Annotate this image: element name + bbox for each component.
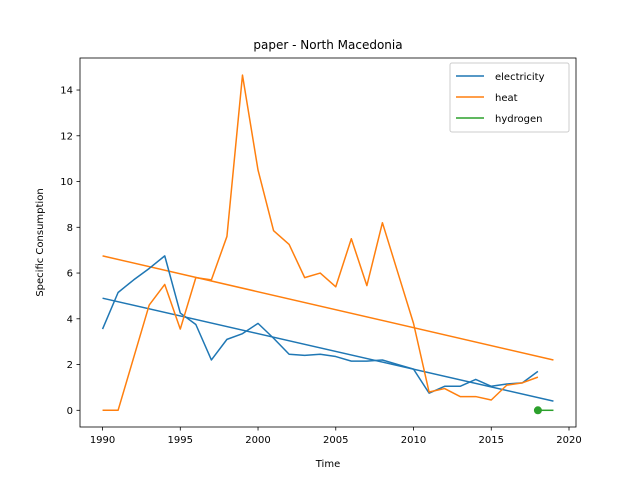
series-line-heat bbox=[102, 74, 539, 412]
x-tick-label: 2015 bbox=[479, 435, 504, 446]
x-axis-label: Time bbox=[315, 459, 340, 470]
plot-area bbox=[101, 74, 554, 415]
series-point-hydrogen bbox=[533, 406, 542, 415]
y-tick-label: 0 bbox=[67, 406, 73, 417]
x-tick-label: 2005 bbox=[323, 435, 348, 446]
x-tick-label: 1995 bbox=[168, 435, 193, 446]
y-tick-label: 10 bbox=[60, 177, 73, 188]
axis-ticks: 1990 1995 2000 2005 2010 2015 2020 0 2 4 6 8 10 12 14 bbox=[60, 86, 581, 446]
x-tick-label: 2000 bbox=[245, 435, 270, 446]
trendline-heat bbox=[102, 255, 554, 361]
y-tick-label: 2 bbox=[67, 360, 73, 371]
y-tick-label: 4 bbox=[67, 314, 73, 325]
y-tick-label: 12 bbox=[60, 131, 73, 142]
chart-title: paper - North Macedonia bbox=[253, 38, 402, 52]
x-tick-label: 2020 bbox=[556, 435, 581, 446]
x-tick-label: 2010 bbox=[401, 435, 426, 446]
legend-box bbox=[449, 62, 570, 133]
y-tick-label: 8 bbox=[67, 223, 73, 234]
axes-frame bbox=[79, 57, 577, 428]
x-tick-label: 1990 bbox=[90, 435, 115, 446]
trendline-electricity bbox=[102, 297, 554, 402]
legend-label-hydrogen: hydrogen bbox=[495, 114, 542, 125]
y-axis-label: Specific Consumption bbox=[35, 188, 46, 296]
y-tick-label: 14 bbox=[60, 86, 73, 97]
legend-label-electricity: electricity bbox=[495, 72, 545, 83]
legend-label-heat: heat bbox=[495, 93, 518, 104]
y-tick-label: 6 bbox=[67, 269, 73, 280]
legend: electricity heat hydrogen bbox=[449, 62, 570, 133]
series-line-electricity bbox=[101, 255, 539, 394]
